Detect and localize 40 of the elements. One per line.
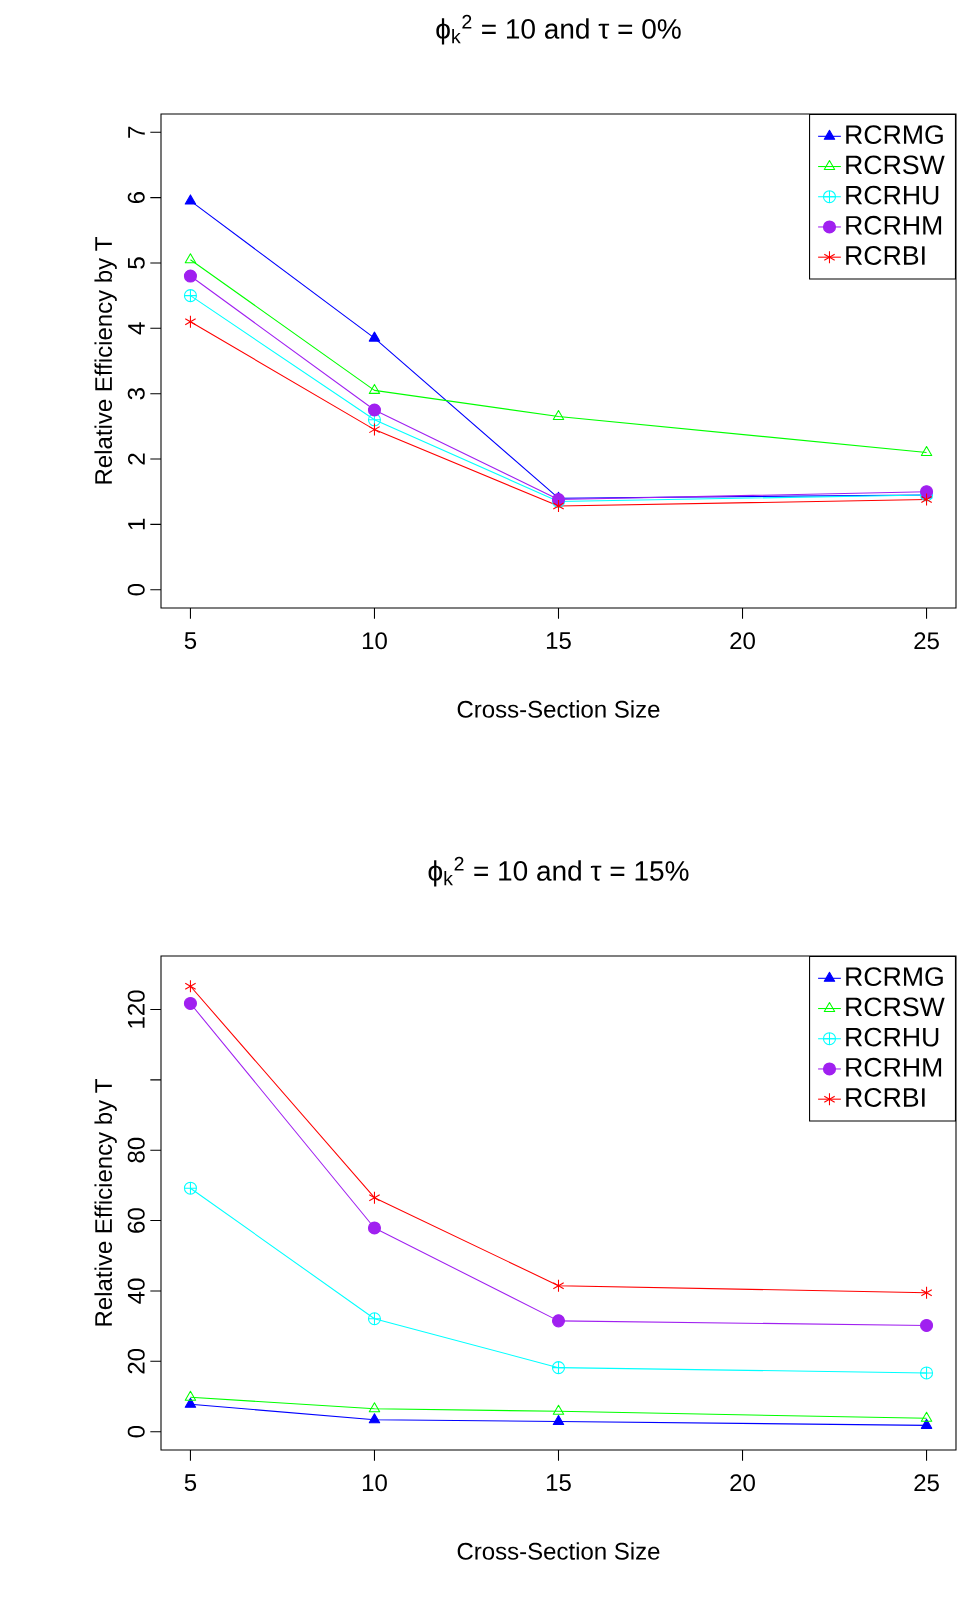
y-tick-label: 120: [127, 990, 145, 1028]
y-tick-label: 0: [127, 583, 145, 596]
x-tick-label: 10: [362, 632, 387, 650]
y-tick-label: 40: [127, 1278, 145, 1304]
legend-label: RCRHU: [846, 1027, 939, 1047]
x-tick-label: 10: [362, 1474, 387, 1492]
chart-title: ϕ$_{k}$$^{2}$ = 10 and τ = 0%: [436, 14, 681, 45]
x-tick-label: 20: [730, 632, 755, 650]
x-tick-label: 25: [914, 632, 939, 650]
x-axis-title: Cross-Section Size: [457, 1542, 660, 1560]
y-tick-label: 1: [128, 518, 145, 530]
legend-label: RCRSW: [846, 997, 945, 1017]
x-axis-title: Cross-Section Size: [457, 700, 660, 718]
x-tick-label: 5: [184, 632, 197, 649]
y-tick-label: 3: [127, 388, 145, 400]
y-tick-label: 2: [127, 453, 145, 465]
legend-label: RCRSW: [846, 155, 945, 175]
y-axis-title: Relative Efficiency by T: [94, 1079, 117, 1326]
x-tick-label: 20: [730, 1474, 755, 1492]
legend-label: RCRMG: [846, 125, 943, 145]
legend-label: RCRHU: [846, 185, 939, 205]
y-tick-label: 4: [128, 322, 145, 335]
y-tick-label: 0: [127, 1425, 145, 1438]
x-tick-label: 25: [914, 1474, 939, 1492]
x-tick-label: 15: [546, 1474, 571, 1491]
y-tick-label: 80: [127, 1137, 145, 1163]
y-tick-label: 20: [127, 1348, 145, 1374]
legend-label: RCRHM: [846, 215, 942, 235]
legend-label: RCRBI: [846, 246, 925, 265]
legend-label: RCRBI: [846, 1088, 925, 1107]
y-tick-label: 6: [127, 192, 145, 204]
legend-label: RCRHM: [846, 1057, 942, 1077]
chart-title: ϕ$_{k}$$^{2}$ = 10 and τ = 15%: [428, 856, 689, 887]
x-tick-label: 5: [184, 1474, 197, 1491]
x-tick-label: 15: [546, 632, 571, 649]
y-tick-label: 60: [127, 1208, 145, 1233]
legend-label: RCRMG: [846, 967, 943, 987]
y-tick-label: 5: [127, 257, 145, 269]
y-axis-title: Relative Efficiency by T: [94, 237, 117, 484]
y-tick-label: 7: [128, 126, 145, 138]
